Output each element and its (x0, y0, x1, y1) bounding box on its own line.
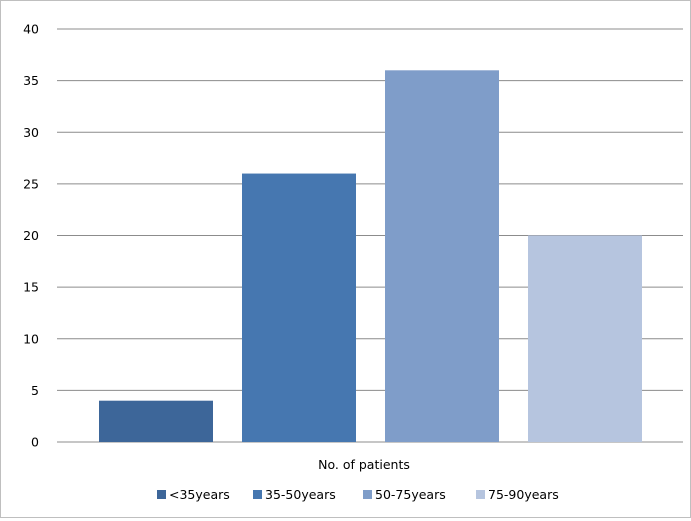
legend-label: 35-50years (265, 487, 336, 502)
y-tick-label: 0 (31, 435, 39, 450)
bars (99, 70, 642, 443)
y-tick-label: 35 (23, 73, 39, 88)
bar-2 (242, 173, 356, 443)
bar-3 (385, 70, 499, 443)
legend-swatch (476, 490, 485, 499)
y-tick-label: 10 (23, 331, 39, 346)
legend-label: 75-90years (488, 487, 559, 502)
legend: <35years 35-50years 50-75years 75-90years (157, 487, 559, 502)
y-tick-label: 25 (23, 176, 39, 191)
y-tick-label: 20 (23, 228, 39, 243)
legend-swatch (253, 490, 262, 499)
y-axis-tick-labels: 0 5 10 15 20 25 30 35 40 (23, 22, 39, 450)
legend-swatch (157, 490, 166, 499)
bar-4 (528, 235, 642, 442)
legend-label: <35years (169, 487, 230, 502)
gridlines (57, 28, 683, 443)
y-tick-label: 30 (23, 125, 39, 140)
y-tick-label: 40 (23, 22, 39, 37)
y-tick-label: 5 (31, 383, 39, 398)
y-tick-label: 15 (23, 280, 39, 295)
legend-swatch (363, 490, 372, 499)
legend-label: 50-75years (375, 487, 446, 502)
x-axis-category-label: No. of patients (318, 457, 410, 472)
bar-1 (99, 400, 213, 442)
